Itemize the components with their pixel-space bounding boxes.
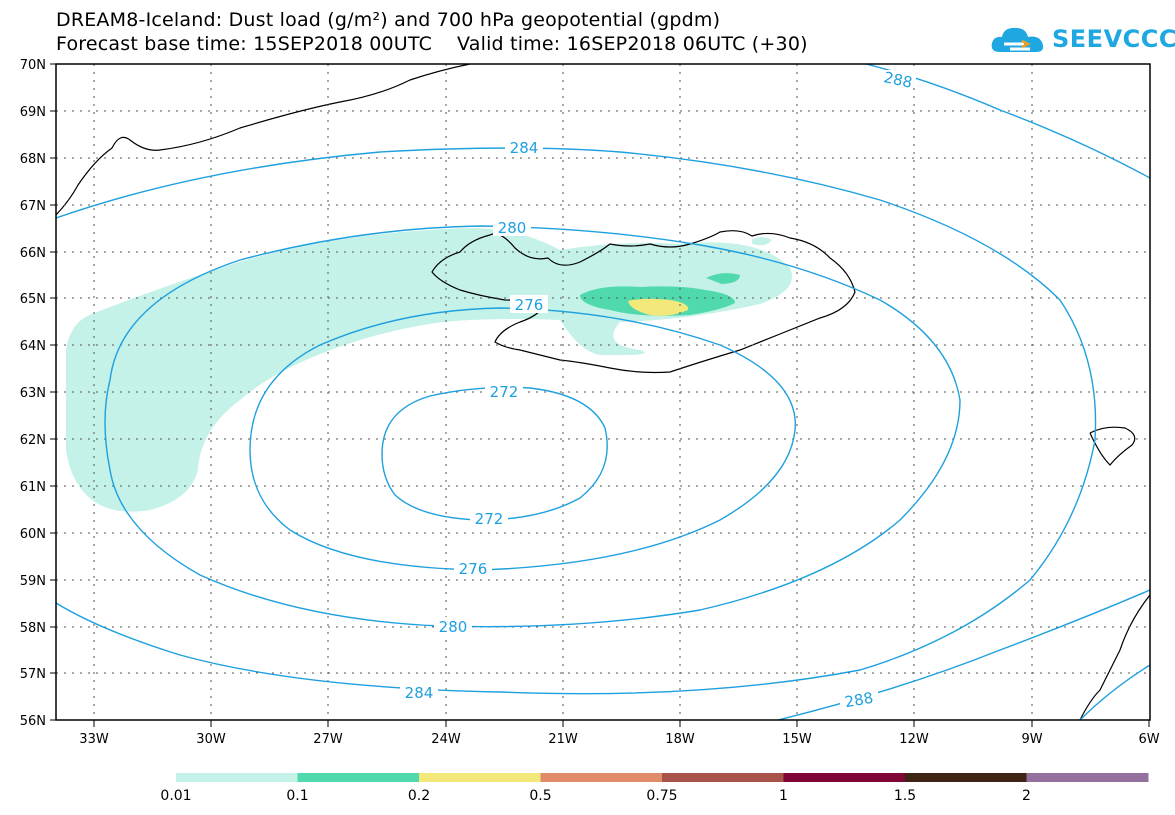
lon-label: 33W	[79, 732, 109, 747]
colorbar: 0.01 0.1 0.2 0.5 0.75 1 1.5 2	[160, 773, 1149, 804]
lat-label: 67N	[20, 199, 46, 214]
iceland-coast	[431, 230, 856, 374]
colorbar-segment	[297, 773, 420, 782]
contour-label: 276	[459, 560, 488, 578]
coastlines	[56, 64, 1150, 720]
colorbar-segment	[540, 773, 663, 782]
contour-280	[104, 225, 961, 628]
colorbar-tick-label: 0.01	[160, 788, 191, 804]
colorbar-tick-label: 0.1	[286, 788, 308, 804]
contour-label: 288	[843, 689, 874, 712]
lat-label: 58N	[20, 621, 46, 636]
colorbar-tick-label: 0.75	[646, 788, 677, 804]
contour-label: 284	[510, 139, 539, 157]
latitude-axis	[50, 63, 56, 721]
graticule	[56, 64, 1150, 720]
lat-label: 66N	[20, 246, 46, 261]
contour-label: 288	[882, 68, 914, 92]
scotland-coast	[1079, 594, 1150, 720]
lat-label: 60N	[20, 527, 46, 542]
colorbar-segment	[419, 773, 541, 782]
contour-272	[381, 386, 608, 521]
colorbar-segment	[662, 773, 784, 782]
dust-area-0.01-east	[752, 237, 772, 246]
colorbar-tick-label: 2	[1022, 788, 1031, 804]
lon-label: 12W	[899, 732, 929, 747]
contour-label: 272	[490, 383, 519, 401]
greenland-coast	[56, 64, 471, 216]
lon-label: 18W	[665, 732, 695, 747]
map-subtitle: Forecast base time: 15SEP2018 00UTC Vali…	[56, 33, 808, 55]
colorbar-segment	[905, 773, 1027, 782]
colorbar-tick-label: 0.2	[408, 788, 430, 804]
contour-label: 272	[475, 510, 504, 528]
dust-area-0.2	[628, 298, 689, 316]
colorbar-segment	[176, 773, 298, 782]
lon-label: 21W	[548, 732, 578, 747]
lon-label: 9W	[1021, 732, 1042, 747]
lat-label: 56N	[20, 714, 46, 729]
colorbar-tick-label: 1.5	[894, 788, 916, 804]
map-title: DREAM8-Iceland: Dust load (g/m²) and 700…	[56, 9, 721, 31]
lat-label: 64N	[20, 339, 46, 354]
lat-label: 61N	[20, 480, 46, 495]
faroe-islands	[1089, 426, 1136, 466]
colorbar-segment	[783, 773, 906, 782]
colorbar-segment	[1026, 773, 1149, 782]
lat-label: 70N	[20, 58, 46, 73]
longitude-labels: 33W 30W 27W 24W 21W 18W 15W 12W 9W 6W	[79, 732, 1159, 747]
longitude-axis	[93, 720, 1150, 727]
seevccc-logo: SEEVCCC	[990, 22, 1175, 58]
lat-label: 63N	[20, 386, 46, 401]
contour-label: 284	[405, 684, 434, 702]
lat-label: 62N	[20, 433, 46, 448]
lon-label: 15W	[782, 732, 812, 747]
contour-276	[249, 307, 796, 571]
logo-text: SEEVCCC	[1052, 25, 1175, 53]
lon-label: 30W	[196, 732, 226, 747]
colorbar-tick-label: 0.5	[529, 788, 551, 804]
dust-load-shading	[66, 228, 792, 512]
contour-288-se	[1079, 664, 1150, 720]
lon-label: 6W	[1138, 732, 1159, 747]
latitude-labels: 70N 69N 68N 67N 66N 65N 64N 63N 62N 61N …	[20, 58, 46, 729]
lat-label: 65N	[20, 292, 46, 307]
dust-area-0.1-north	[706, 273, 740, 284]
lat-label: 57N	[20, 667, 46, 682]
contour-label: 276	[515, 296, 544, 314]
lat-label: 59N	[20, 574, 46, 589]
lat-label: 68N	[20, 152, 46, 167]
colorbar-tick-label: 1	[779, 788, 788, 804]
contour-label: 280	[439, 618, 468, 636]
lon-label: 24W	[431, 732, 461, 747]
cloud-icon	[991, 27, 1044, 52]
lon-label: 27W	[313, 732, 343, 747]
contour-label: 280	[498, 219, 527, 237]
contour-label-group: 288 284 280 276 272 272 276 280 284 288	[400, 68, 916, 711]
lat-label: 69N	[20, 105, 46, 120]
